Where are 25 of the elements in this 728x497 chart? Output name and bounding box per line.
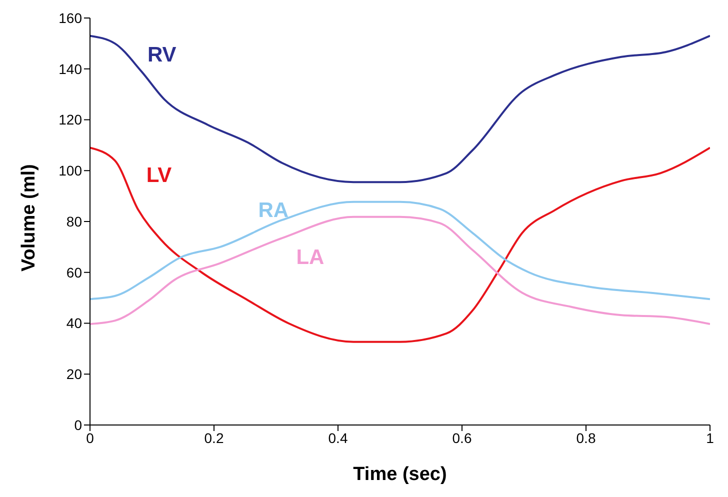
x-tick-label: 1 <box>706 430 714 446</box>
x-tick-label: 0.6 <box>452 430 472 446</box>
x-tick-label: 0 <box>86 430 94 446</box>
x-tick-label: 0.8 <box>576 430 596 446</box>
line-series <box>90 200 710 300</box>
series-label: LA <box>296 246 324 270</box>
line-series <box>90 216 710 326</box>
y-tick-label: 0 <box>74 416 82 433</box>
series-label: RV <box>147 43 176 66</box>
y-tick-label: 80 <box>66 213 82 230</box>
x-tick-label: 0.2 <box>204 430 224 446</box>
y-tick-label: 60 <box>66 264 82 280</box>
line-series <box>90 146 710 343</box>
y-tick-label: 160 <box>58 10 82 26</box>
y-tick-label: 40 <box>66 315 82 332</box>
y-tick-label: 100 <box>58 162 82 179</box>
series-label: LV <box>146 164 172 188</box>
series-label: RA <box>258 198 289 222</box>
y-tick-label: 140 <box>58 60 82 77</box>
x-tick-label: 0.4 <box>328 430 348 446</box>
line-series <box>90 34 710 184</box>
y-tick-label: 120 <box>58 112 82 128</box>
y-axis-title: Volume (ml) <box>18 164 40 272</box>
y-tick-label: 20 <box>66 366 82 382</box>
x-axis-title: Time (sec) <box>353 464 447 485</box>
